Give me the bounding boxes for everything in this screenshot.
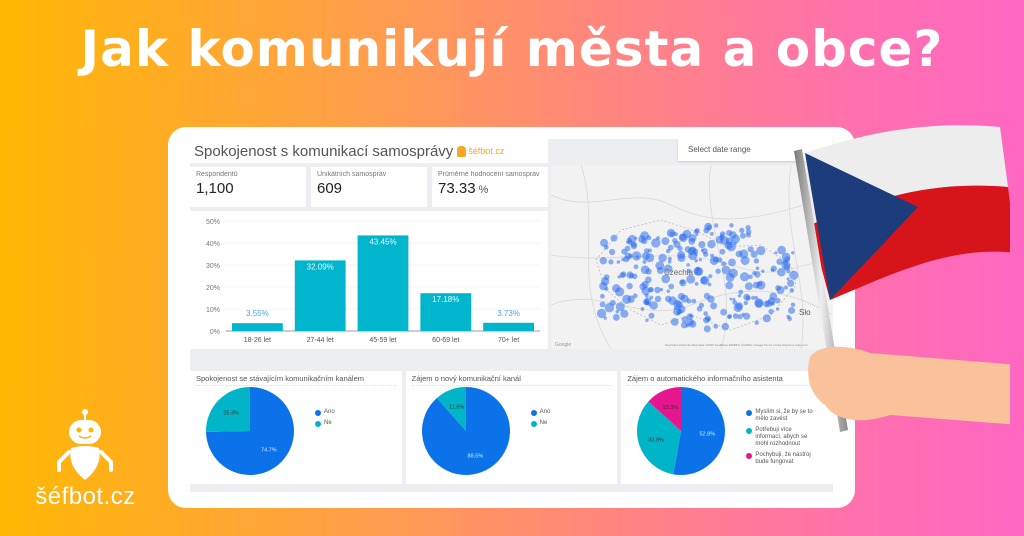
svg-text:3.73%: 3.73% — [497, 309, 520, 318]
dashboard-title-bar: Spokojenost s komunikací samosprávy šéfb… — [190, 139, 548, 163]
czech-flag-illustration — [794, 125, 1010, 432]
bar — [483, 322, 534, 331]
mini-brand-logo: šéfbot.cz — [457, 145, 504, 157]
svg-text:17.18%: 17.18% — [432, 295, 459, 304]
pie-panel-new-channel: Zájem o nový komunikační kanál 88.5% 11.5… — [405, 371, 618, 484]
legend-item-more-info: Potřebuji více informací, abych se mohl … — [746, 427, 816, 448]
pie-new-channel: 88.5% 11.5% — [421, 387, 510, 475]
age-bar-chart: 0% 10% 20% 30% 40% 50% 3.55% 18-26 let 32.09% 27-… — [190, 211, 548, 349]
svg-text:Czechia: Czechia — [664, 268, 693, 277]
svg-text:11.5%: 11.5% — [449, 404, 464, 410]
svg-text:25.3%: 25.3% — [223, 411, 239, 417]
bar — [357, 235, 409, 331]
svg-text:20%: 20% — [206, 285, 220, 292]
legend-dot-icon — [315, 421, 321, 427]
legend-item-ne: Ne — [530, 420, 601, 427]
legend-dot-icon — [746, 410, 753, 416]
svg-text:74.7%: 74.7% — [261, 447, 277, 453]
svg-text:88.5%: 88.5% — [467, 454, 483, 460]
svg-text:45-59 let: 45-59 let — [369, 337, 396, 344]
pie-current-channel: 74.7% 25.3% — [206, 387, 294, 475]
svg-text:33.9%: 33.9% — [649, 438, 665, 444]
pie-legend: Ano Ne — [530, 409, 601, 431]
date-range-select[interactable]: Select date range — [678, 139, 833, 161]
dashboard-title: Spokojenost s komunikací samosprávy — [194, 142, 454, 160]
legend-dot-icon — [315, 410, 321, 416]
bar — [294, 260, 346, 331]
legend-item-ne: Ne — [315, 420, 385, 427]
legend-item-implement: Myslím si, že by se to mělo zavést — [746, 409, 816, 423]
svg-text:18-26 let: 18-26 let — [244, 337, 271, 344]
robot-icon — [457, 145, 467, 157]
pie-charts-row: Spokojenost se stávajícím komunikačním k… — [190, 371, 834, 484]
svg-text:Slo: Slo — [799, 308, 811, 317]
svg-text:Keyboard shortcuts Map data: Keyboard shortcuts Map data ©2022 GeoBas… — [665, 343, 808, 347]
bar-chart-svg: 0% 10% 20% 30% 40% 50% 3.55% 18-26 let 32.09% 27-… — [206, 219, 540, 344]
svg-text:60-69 let: 60-69 let — [432, 337, 459, 344]
kpi-average-rating: Průměrné hodnocení samospráv 73.33% — [432, 167, 548, 207]
svg-text:30%: 30% — [206, 263, 220, 270]
map-svg: Czechia Slo Google Keyboard shortcuts Ma… — [551, 165, 833, 349]
pie-panel-assistant: Zájem o automatického informačního asist… — [621, 371, 834, 484]
svg-text:13.3%: 13.3% — [663, 405, 679, 411]
legend-item-doubt: Pochybuji, že nástroj bude fungovat — [746, 452, 816, 466]
svg-text:40%: 40% — [206, 241, 220, 248]
bar — [420, 293, 472, 331]
pie-legend: Ano Ne — [315, 409, 385, 431]
headline: Jak komunikují města a obce? — [80, 20, 944, 78]
pie-legend: Myslím si, že by se to mělo zavést Potře… — [746, 409, 816, 470]
legend-dot-icon — [746, 453, 753, 459]
robot-icon — [57, 409, 113, 480]
svg-text:Google: Google — [555, 342, 571, 348]
dashboard: Spokojenost s komunikací samosprávy šéfb… — [190, 139, 834, 492]
svg-text:43.45%: 43.45% — [369, 237, 396, 246]
kpi-unique-municipalities: Unikátních samospráv 609 — [311, 167, 427, 207]
legend-dot-icon — [530, 421, 537, 427]
pie-assistant: 52.8% 33.9% 13.3% — [637, 387, 726, 475]
svg-text:70+ let: 70+ let — [498, 337, 519, 344]
svg-text:10%: 10% — [206, 307, 220, 314]
svg-text:52.8%: 52.8% — [700, 431, 716, 437]
kpi-respondents: Respondentů 1,100 — [190, 167, 306, 207]
svg-text:3.55%: 3.55% — [246, 309, 269, 318]
svg-text:27-44 let: 27-44 let — [307, 337, 334, 344]
dashboard-card: Spokojenost s komunikací samosprávy šéfb… — [168, 127, 855, 508]
legend-dot-icon — [746, 428, 753, 434]
svg-text:50%: 50% — [206, 219, 220, 226]
map[interactable]: Czechia Slo Google Keyboard shortcuts Ma… — [551, 165, 833, 349]
kpi-row: Respondentů 1,100 Unikátních samospráv 6… — [190, 167, 548, 207]
legend-item-ano: Ano — [315, 409, 385, 416]
svg-text:32.09%: 32.09% — [307, 262, 334, 271]
pie-panel-current-channel: Spokojenost se stávajícím komunikačním k… — [190, 371, 402, 484]
bar — [232, 323, 283, 331]
legend-dot-icon — [530, 410, 537, 416]
svg-text:0%: 0% — [210, 329, 220, 336]
sefbot-logo: šéfbot.cz — [33, 408, 138, 518]
legend-item-ano: Ano — [530, 409, 601, 416]
